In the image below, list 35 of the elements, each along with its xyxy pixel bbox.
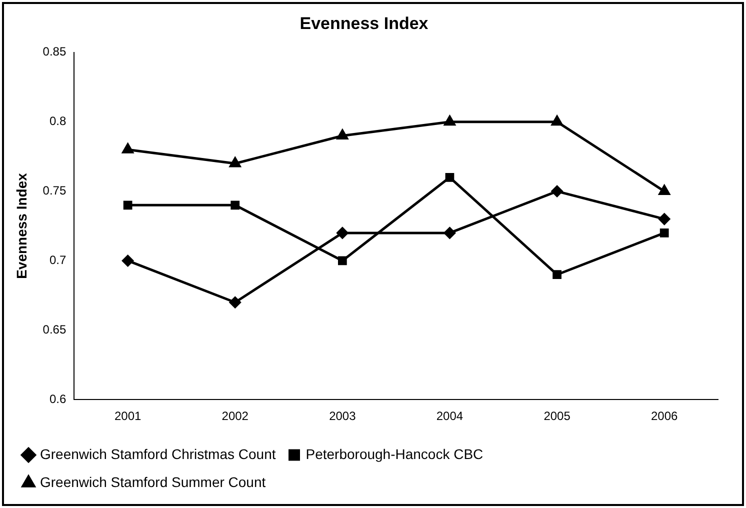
point [551, 116, 563, 126]
x-tick-label: 2001 [114, 409, 142, 424]
point [444, 227, 456, 239]
y-tick-label: 0.7 [49, 253, 66, 268]
point [552, 270, 562, 280]
x-tick-label: 2005 [544, 409, 571, 424]
point [229, 296, 241, 308]
point [551, 186, 563, 198]
point [336, 129, 348, 140]
point [122, 254, 134, 266]
point [445, 172, 454, 182]
x-tick-label: 2003 [329, 409, 356, 424]
point [230, 200, 240, 210]
legend-label: Peterborough-Hancock CBC [306, 446, 484, 462]
point [444, 116, 456, 126]
point [123, 200, 132, 210]
chart-title: Evenness Index [300, 14, 429, 33]
point [658, 185, 670, 196]
point [336, 227, 348, 239]
point [658, 213, 670, 225]
y-tick-label: 0.6 [49, 392, 66, 406]
y-tick-label: 0.85 [42, 44, 66, 59]
y-tick-label: 0.8 [49, 114, 66, 128]
point [338, 256, 347, 266]
x-tick-label: 2004 [436, 409, 464, 424]
point [660, 228, 669, 238]
legend-label: Greenwich Stamford Christmas Count [40, 446, 276, 462]
y-tick-label: 0.65 [42, 322, 66, 336]
y-axis-title: Evenness Index [13, 172, 30, 279]
point [122, 143, 134, 154]
x-tick-label: 2002 [222, 409, 249, 424]
point [230, 157, 241, 168]
legend-label: Greenwich Stamford Summer Count [40, 474, 266, 490]
x-tick-label: 2006 [650, 409, 678, 424]
y-tick-label: 0.75 [42, 184, 66, 198]
